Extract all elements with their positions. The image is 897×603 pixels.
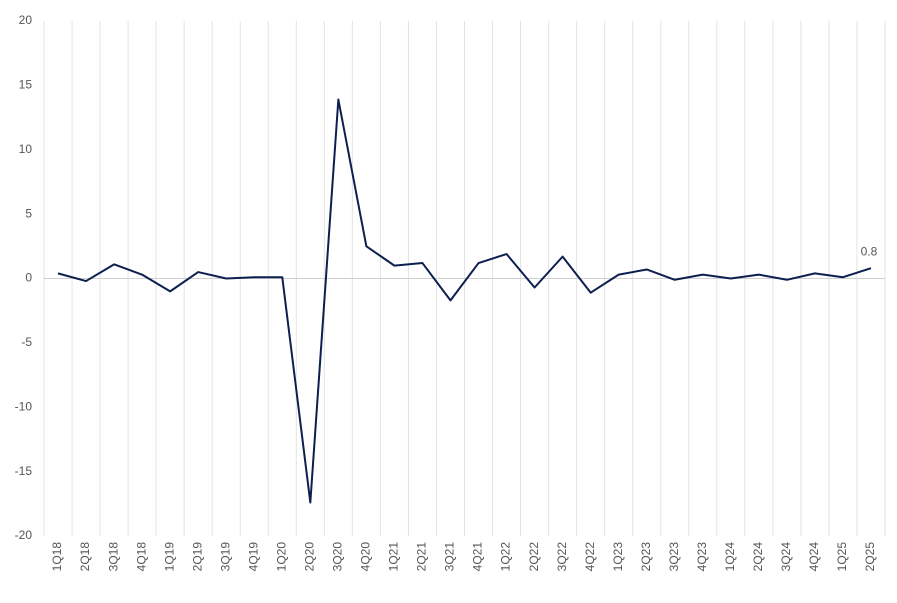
y-tick-label: -15 [15, 464, 33, 478]
x-tick-label: 2Q25 [863, 542, 877, 572]
x-tick-label: 1Q19 [162, 542, 176, 572]
x-tick-label: 4Q18 [134, 542, 148, 572]
x-tick-label: 2Q23 [639, 542, 653, 572]
y-tick-label: 0 [25, 271, 32, 285]
x-tick-label: 1Q25 [835, 542, 849, 572]
y-tick-label: 5 [25, 206, 32, 220]
y-tick-label: 20 [19, 13, 33, 27]
x-tick-label: 4Q24 [807, 542, 821, 572]
y-tick-label: -20 [15, 528, 33, 542]
x-tick-label: 1Q23 [611, 542, 625, 572]
x-tick-label: 1Q20 [274, 542, 288, 572]
data-line [57, 98, 872, 504]
x-tick-label: 2Q24 [751, 542, 765, 572]
x-tick-label: 3Q23 [667, 542, 681, 572]
x-tick-label: 4Q19 [246, 542, 260, 572]
y-tick-label: 10 [19, 142, 33, 156]
x-tick-label: 1Q21 [387, 542, 401, 572]
x-tick-label: 1Q24 [723, 542, 737, 572]
x-tick-label: 2Q21 [415, 542, 429, 572]
x-tick-label: 2Q22 [527, 542, 541, 572]
x-tick-label: 3Q21 [443, 542, 457, 572]
y-tick-label: -10 [15, 399, 33, 413]
y-tick-label: -5 [21, 335, 32, 349]
x-tick-label: 3Q20 [331, 542, 345, 572]
data-label: 0.8 [861, 244, 878, 258]
x-tick-label: 3Q18 [106, 542, 120, 572]
x-tick-label: 4Q22 [583, 542, 597, 572]
x-tick-label: 1Q22 [499, 542, 513, 572]
x-tick-label: 3Q22 [555, 542, 569, 572]
x-tick-label: 3Q19 [218, 542, 232, 572]
x-tick-label: 2Q20 [302, 542, 316, 572]
y-tick-label: 15 [19, 78, 33, 92]
x-tick-label: 4Q21 [471, 542, 485, 572]
x-tick-label: 1Q18 [50, 542, 64, 572]
x-tick-label: 2Q18 [78, 542, 92, 572]
x-tick-label: 2Q19 [190, 542, 204, 572]
x-tick-label: 4Q20 [359, 542, 373, 572]
x-tick-label: 4Q23 [695, 542, 709, 572]
x-tick-label: 3Q24 [779, 542, 793, 572]
